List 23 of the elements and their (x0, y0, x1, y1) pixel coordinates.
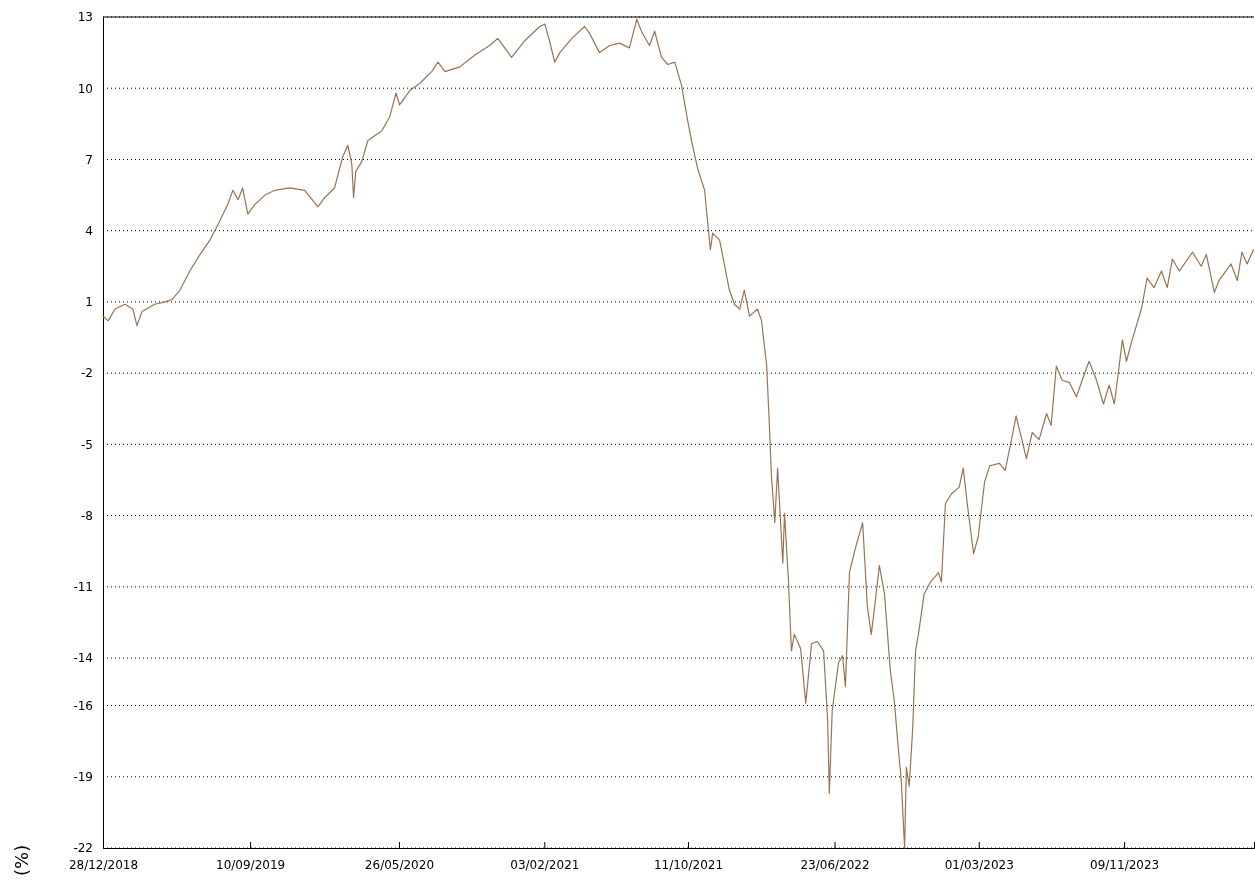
x-tick-label: 01/03/2023 (944, 857, 1014, 872)
x-tick-label: 09/11/2023 (1090, 857, 1160, 872)
y-tick-label: -5 (81, 437, 93, 452)
y-axis-title: (%) (11, 844, 32, 876)
y-tick-label: 7 (85, 152, 93, 167)
y-tick-label: -22 (73, 841, 93, 856)
y-tick-label: -16 (73, 698, 93, 713)
line-series (102, 18, 1255, 849)
y-tick-label: 4 (85, 224, 93, 239)
y-tick-label: 13 (77, 10, 93, 25)
y-tick-label: 1 (85, 295, 93, 310)
x-tick-label: 28/12/2018 (68, 857, 139, 872)
x-tick-label: 03/02/2021 (510, 857, 580, 872)
x-tick-label: 23/06/2022 (800, 857, 870, 872)
x-tick-label: 26/05/2020 (364, 857, 435, 872)
y-tick-label: -19 (73, 770, 93, 785)
x-tick-label: 10/09/2019 (216, 857, 286, 872)
y-tick-label: -14 (73, 651, 93, 666)
y-tick-label: -11 (73, 580, 93, 595)
y-tick-label: 10 (77, 81, 93, 96)
x-tick-label: 11/10/2021 (653, 857, 724, 872)
y-tick-label: -8 (81, 508, 93, 523)
y-tick-label: -2 (81, 366, 93, 381)
